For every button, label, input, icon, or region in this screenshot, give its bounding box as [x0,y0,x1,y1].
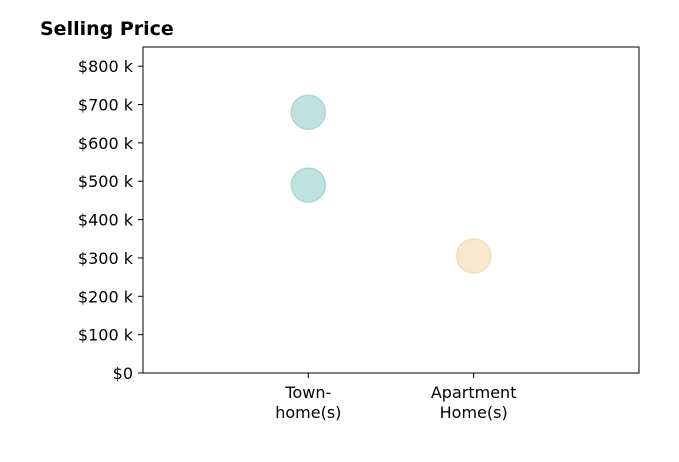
y-tick-label: $800 k [78,57,134,76]
y-axis: $0 $100 k $200 k $300 k $400 k $500 k $600 k $7… [78,57,143,383]
x-axis: Town-home(s) Apartment Home(s) [275,373,516,422]
x-tick-label: Apartment Home(s) [431,383,517,422]
data-point [290,167,327,203]
plot-area [142,46,640,374]
y-tick-label: $100 k [78,326,134,345]
y-tick-label: $0 [113,364,133,383]
y-tick-label: $200 k [78,287,134,306]
y-tick-label: $300 k [78,249,134,268]
y-tick-label: $400 k [78,211,134,230]
x-tick-label: Town-home(s) [275,383,341,422]
chart-title: Selling Price [40,18,174,40]
y-tick-label: $600 k [78,134,134,153]
y-tick-label: $500 k [78,172,134,191]
data-points [290,94,492,274]
data-point [455,238,492,274]
data-point [290,94,327,130]
y-tick-label: $700 k [78,96,134,115]
